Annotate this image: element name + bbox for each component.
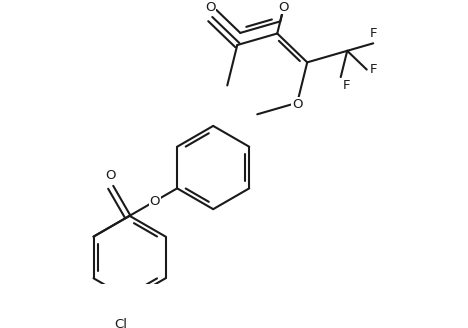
Text: F: F <box>370 63 378 76</box>
Text: O: O <box>205 1 216 14</box>
Text: O: O <box>150 195 160 208</box>
Text: F: F <box>343 79 351 92</box>
Text: F: F <box>369 27 377 40</box>
Text: O: O <box>105 169 116 182</box>
Text: O: O <box>292 97 302 111</box>
Text: O: O <box>278 1 289 14</box>
Text: Cl: Cl <box>115 318 127 328</box>
